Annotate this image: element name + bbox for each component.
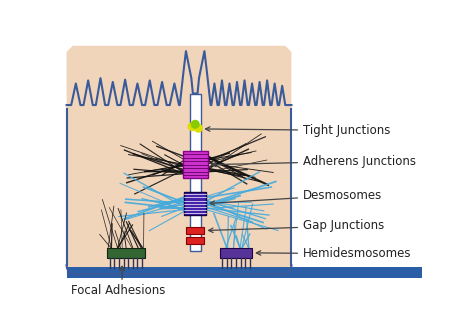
Text: Desmosomes: Desmosomes: [210, 189, 382, 205]
Bar: [186, 237, 204, 245]
Circle shape: [194, 124, 202, 132]
Polygon shape: [66, 46, 292, 275]
Bar: [190, 93, 201, 251]
Bar: [220, 248, 252, 258]
Polygon shape: [66, 51, 292, 275]
Text: Adherens Junctions: Adherens Junctions: [212, 155, 416, 168]
Bar: [183, 151, 208, 178]
Text: Tight Junctions: Tight Junctions: [206, 124, 391, 137]
Bar: [186, 227, 204, 234]
Text: Gap Junctions: Gap Junctions: [209, 219, 384, 233]
Bar: [184, 192, 206, 215]
Bar: [66, 267, 422, 278]
Text: Hemidesmosomes: Hemidesmosomes: [256, 247, 411, 260]
Bar: [107, 248, 145, 258]
Text: Focal Adhesions: Focal Adhesions: [71, 284, 165, 297]
Circle shape: [191, 120, 199, 128]
Circle shape: [188, 123, 196, 130]
